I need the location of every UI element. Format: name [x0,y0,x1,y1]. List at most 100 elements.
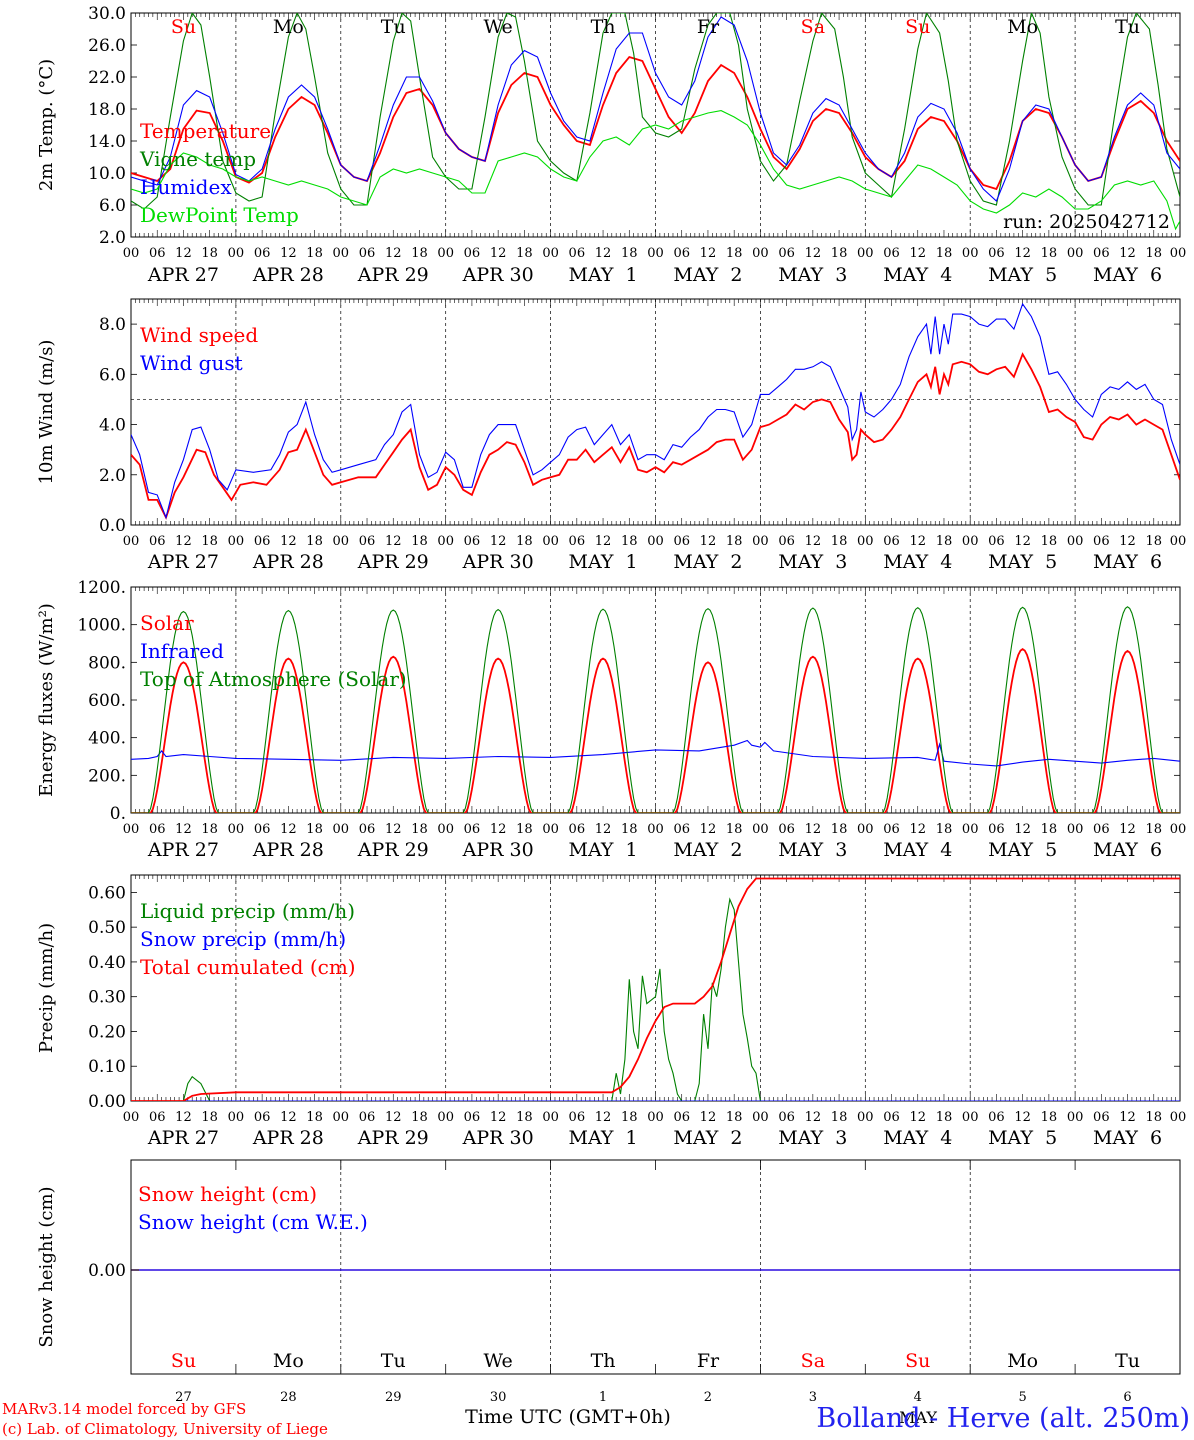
hour-tick-label: 00 [228,822,245,837]
y-tick-label: 0.20 [88,1022,126,1042]
hour-tick-label: 00 [1067,534,1084,549]
y-tick-label: 8.0 [99,315,126,335]
hour-tick-label: 18 [831,246,848,261]
hour-tick-label: 12 [490,1110,507,1125]
hour-tick-label: 12 [909,822,926,837]
hour-tick-label: 06 [883,246,900,261]
date-label: MAY 3 [778,264,847,286]
hour-tick-label: 12 [385,534,402,549]
date-label: MAY 5 [988,1127,1057,1149]
legend-entry: Snow height (cm W.E.) [138,1210,368,1234]
hour-tick-label: 00 [228,1110,245,1125]
hour-tick-label: 12 [909,534,926,549]
hour-tick-label: 00 [437,1110,454,1125]
legend-entry: Solar [140,611,194,635]
hour-tick-label: 18 [1146,822,1163,837]
hour-tick-label: 18 [1146,534,1163,549]
hour-tick-label: 00 [1170,822,1187,837]
hour-tick-label: 18 [726,246,743,261]
date-label: APR 27 [147,264,219,286]
hour-tick-label: 12 [595,822,612,837]
weekday-label: Fr [697,16,720,38]
time-axis-label: Time UTC (GMT+0h) [465,1406,671,1428]
hour-tick-label: 12 [385,1110,402,1125]
date-label: MAY 5 [988,839,1057,861]
hour-tick-label: 12 [1119,822,1136,837]
hour-tick-label: 18 [201,1110,218,1125]
hour-tick-label: 18 [306,534,323,549]
hour-tick-label: 18 [726,822,743,837]
hour-tick-label: 00 [123,822,140,837]
hour-tick-label: 06 [883,822,900,837]
snow-weekday-label: Mo [273,1350,304,1372]
y-axis-label: Precip (mm/h) [36,923,57,1053]
hour-tick-label: 12 [1014,246,1031,261]
chart-panel-2: 0.0 2.0 4.0 6.0 8.0 00 06 12 18 00 06 12 18 00 06 12 18 0… [36,298,1186,573]
hour-tick-label: 06 [464,534,481,549]
date-label: MAY 3 [778,551,847,573]
y-axis-label: 10m Wind (m/s) [36,340,57,485]
date-label: MAY 4 [883,1127,952,1149]
hour-tick-label: 00 [437,822,454,837]
hour-tick-label: 00 [1067,822,1084,837]
hour-tick-label: 18 [411,246,428,261]
panels: 2.06.010.014.018.022.026.030.000 06 12 18 00… [36,4,1186,1405]
hour-tick-label: 18 [936,246,953,261]
date-label: APR 28 [252,264,324,286]
y-tick-label: 800. [88,653,126,673]
day-number-label: 28 [280,1390,297,1405]
series-line [131,302,1180,520]
y-tick-label: 6.0 [99,365,126,385]
hour-tick-label: 00 [228,534,245,549]
y-tick-label: 26.0 [88,36,126,56]
hour-tick-label: 12 [909,246,926,261]
date-label: APR 29 [357,839,429,861]
hour-tick-label: 12 [175,246,192,261]
legend-entry: Temperature [140,119,271,143]
weekday-label: Tu [1115,16,1140,38]
date-label: APR 28 [252,1127,324,1149]
date-label: APR 29 [357,264,429,286]
hour-tick-label: 18 [516,246,533,261]
hour-tick-label: 00 [647,1110,664,1125]
y-axis-label: 2m Temp. (°C) [36,59,57,191]
snow-weekday-label: Mo [1007,1350,1038,1372]
date-label: APR 27 [147,551,219,573]
hour-tick-label: 00 [962,534,979,549]
weekday-label: Tu [381,16,406,38]
hour-tick-label: 18 [621,822,638,837]
hour-tick-label: 12 [805,1110,822,1125]
hour-tick-label: 12 [385,822,402,837]
hour-tick-label: 18 [831,534,848,549]
y-axis-label: Energy fluxes (W/m²) [36,603,57,797]
hour-tick-label: 12 [700,246,717,261]
legend-entry: DewPoint Temp [140,203,299,227]
hour-tick-label: 18 [621,1110,638,1125]
date-label: MAY 3 [778,1127,847,1149]
hour-tick-label: 12 [175,1110,192,1125]
hour-tick-label: 00 [437,534,454,549]
hour-tick-label: 06 [988,534,1005,549]
series-line [131,739,1180,767]
weekday-label: Su [905,16,930,38]
date-label: MAY 2 [673,839,742,861]
hour-tick-label: 00 [123,1110,140,1125]
y-tick-label: 0.50 [88,918,126,938]
hour-tick-label: 12 [175,534,192,549]
hour-tick-label: 12 [280,822,297,837]
series-line [131,606,1180,813]
hour-tick-label: 00 [752,1110,769,1125]
hour-tick-label: 18 [411,1110,428,1125]
weekday-label: Mo [1007,16,1038,38]
hour-tick-label: 06 [464,246,481,261]
hour-tick-label: 18 [306,822,323,837]
hour-tick-label: 12 [490,534,507,549]
weekday-label: Th [591,16,616,38]
hour-tick-label: 12 [805,822,822,837]
date-label: APR 29 [357,1127,429,1149]
hour-tick-label: 12 [1119,1110,1136,1125]
hour-tick-label: 00 [228,246,245,261]
y-tick-label: 0.60 [88,883,126,903]
y-tick-label: 0.00 [88,1261,126,1281]
hour-tick-label: 12 [490,246,507,261]
